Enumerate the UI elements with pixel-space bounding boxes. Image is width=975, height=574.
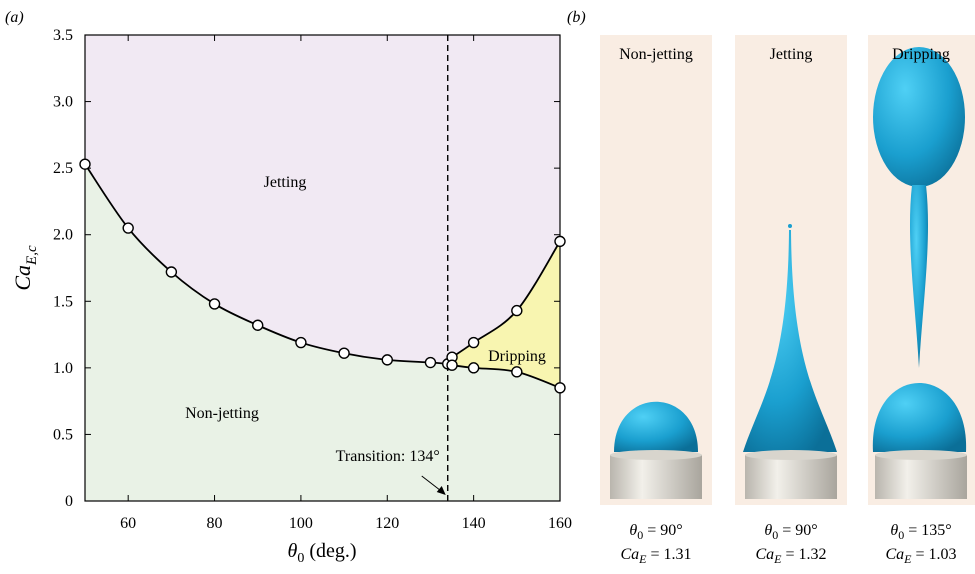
region-non-jetting [85, 164, 560, 502]
pedestal [610, 455, 702, 499]
pedestal-top [875, 450, 967, 460]
arrowhead [436, 486, 446, 495]
text-part: θ [890, 522, 898, 539]
data-point [511, 304, 523, 317]
data-point [165, 266, 178, 278]
pedestal [745, 455, 837, 499]
droplet [909, 185, 929, 368]
y-tick-label: 3.5 [53, 27, 73, 44]
text-part: 0 [772, 528, 778, 542]
plot-frame [84, 34, 561, 502]
data-point [122, 222, 134, 234]
caption: CaE = 1.03 [885, 546, 956, 566]
y-tick-label: 2.0 [53, 227, 73, 244]
y-tick-label: 1.5 [53, 293, 73, 310]
text-part: E [903, 552, 912, 566]
x-axis-label: θ0 (deg.) [287, 540, 356, 566]
text-part: 0 [637, 528, 643, 542]
boundary-curve [84, 163, 448, 365]
droplet [788, 224, 792, 228]
pedestal-top [610, 450, 702, 460]
pedestal-top [745, 450, 837, 460]
pedestal [875, 455, 967, 499]
data-point [295, 336, 307, 349]
data-point [338, 347, 350, 359]
text-part: = 1.31 [646, 546, 691, 563]
data-point [208, 298, 221, 310]
data-point [554, 235, 566, 248]
droplet [872, 383, 967, 452]
text-part: Ca [885, 546, 904, 563]
region-label: Non-jetting [185, 405, 259, 422]
panel-title: Jetting [770, 46, 813, 63]
boundary-curve [451, 364, 561, 389]
data-point [381, 354, 393, 366]
data-point [446, 359, 458, 371]
panel-title: Dripping [892, 46, 950, 63]
data-point [511, 366, 523, 378]
text-part: = 90° [643, 522, 682, 539]
text-part: θ [764, 522, 772, 539]
text-part: E [638, 552, 647, 566]
x-tick-label: 140 [462, 515, 486, 532]
data-point [467, 362, 480, 374]
caption: CaE = 1.31 [620, 546, 691, 566]
y-tick-label: 2.5 [53, 160, 73, 177]
text-part: (deg.) [304, 540, 356, 562]
y-axis-label: CaE,c [10, 245, 40, 291]
text-part: θ [629, 522, 637, 539]
panel-label: (a) [5, 9, 24, 26]
region-label: Jetting [264, 174, 307, 191]
data-point [424, 356, 437, 369]
boundary-curve [451, 240, 561, 358]
caption: θ0 = 90° [764, 522, 817, 542]
text-part: 0 [297, 551, 304, 566]
y-tick-label: 0 [65, 493, 73, 510]
text-part: Ca [755, 546, 774, 563]
text-part: = 135° [904, 522, 951, 539]
caption: CaE = 1.32 [755, 546, 826, 566]
text-part: E,c [24, 245, 40, 266]
y-tick-label: 3.0 [53, 94, 73, 111]
droplet [873, 47, 965, 187]
x-tick-label: 80 [207, 515, 223, 532]
data-point [554, 382, 566, 394]
x-tick-label: 160 [548, 515, 572, 532]
text-part: Ca [10, 265, 35, 291]
panel-label: (b) [567, 9, 586, 26]
x-tick-label: 120 [375, 515, 399, 532]
data-point [252, 319, 264, 331]
y-tick-label: 1.0 [53, 360, 73, 377]
text-part: E [773, 552, 782, 566]
region-label: Dripping [488, 348, 546, 365]
x-tick-label: 100 [289, 515, 313, 532]
caption: θ0 = 90° [629, 522, 682, 542]
text-part: = 90° [778, 522, 817, 539]
data-point [79, 158, 91, 170]
droplet [743, 230, 837, 452]
text-part: 0 [898, 528, 904, 542]
text-part: = 1.32 [781, 546, 826, 563]
caption: θ0 = 135° [890, 522, 951, 542]
text-part: θ [287, 540, 297, 562]
x-tick-label: 60 [120, 515, 136, 532]
text-part: = 1.03 [911, 546, 956, 563]
region-dripping [452, 241, 560, 388]
y-tick-label: 0.5 [53, 426, 73, 443]
text-part: Ca [620, 546, 639, 563]
panel-title: Non-jetting [619, 46, 693, 63]
data-point [467, 336, 480, 349]
droplet [614, 401, 698, 452]
annotation: Transition: 134° [336, 448, 440, 465]
